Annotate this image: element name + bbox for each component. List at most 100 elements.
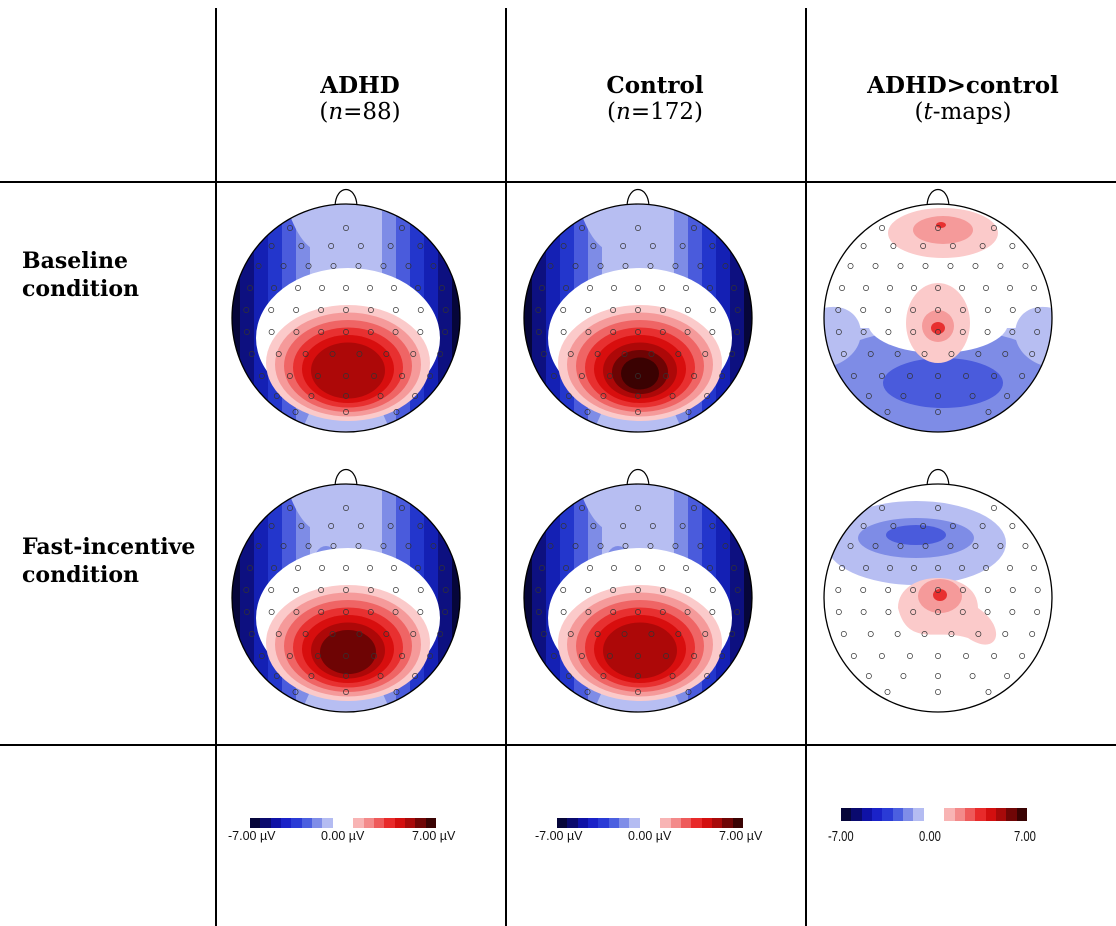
electrode-marker (268, 329, 275, 335)
electrode-marker (1031, 565, 1037, 571)
electrode-marker (975, 631, 982, 637)
electrode-marker (947, 543, 954, 549)
electrode-marker (907, 373, 913, 379)
electrode-marker (567, 631, 574, 637)
electrode-marker (935, 329, 941, 335)
electrode-marker (963, 373, 969, 379)
electrode-marker (439, 565, 445, 571)
electrode-marker (392, 587, 399, 593)
electrode-marker (872, 543, 879, 549)
electrode-marker (387, 523, 394, 529)
electrode-marker (659, 329, 666, 335)
electrode-marker (343, 609, 349, 615)
electrode-marker (647, 263, 654, 269)
electrode-marker (691, 373, 698, 379)
electrode-marker (890, 243, 897, 249)
grid-line-vertical-2 (505, 8, 507, 926)
electrode-marker (540, 631, 547, 637)
electrode-marker (635, 225, 641, 231)
electrode-marker (983, 565, 989, 571)
electrode-marker (1029, 351, 1036, 357)
electrode-marker (412, 393, 419, 399)
electrode-marker (1009, 307, 1016, 313)
electrode-marker (258, 653, 265, 659)
legend-max-label: 7.00 µV (719, 829, 763, 843)
electrode-marker (248, 631, 255, 637)
electrode-marker (635, 329, 641, 335)
electrode-marker (343, 307, 349, 313)
electrode-marker (315, 373, 321, 379)
electrode-marker (268, 523, 275, 529)
electrode-marker (1009, 243, 1016, 249)
electrode-marker (920, 243, 927, 249)
electrode-marker (663, 653, 669, 659)
electrode-marker (417, 243, 424, 249)
electrode-marker (885, 609, 892, 615)
electrode-marker (707, 285, 713, 291)
electrode-marker (610, 609, 617, 615)
electrode-marker (647, 543, 654, 549)
electrode-marker (357, 243, 364, 249)
electrode-marker (328, 523, 335, 529)
electrode-marker (343, 673, 349, 679)
electrode-marker (1022, 263, 1029, 269)
electrode-marker (734, 587, 741, 593)
legend-mid-label: 0.00 (919, 828, 941, 845)
electrode-marker (969, 393, 976, 399)
electrode-marker (707, 565, 713, 571)
electrode-marker (367, 285, 373, 291)
electrode-marker (935, 673, 941, 679)
electrode-marker (959, 307, 966, 313)
electrode-marker (560, 587, 567, 593)
electrode-marker (722, 263, 729, 269)
electrode-marker (427, 653, 434, 659)
electrode-marker (293, 329, 300, 335)
electrode-marker (935, 373, 941, 379)
electrode-marker (343, 329, 349, 335)
electrode-marker (579, 505, 585, 511)
electrode-marker (563, 285, 569, 291)
electrode-marker (959, 329, 966, 335)
electrode-marker (308, 393, 315, 399)
electrode-marker (415, 565, 421, 571)
electrode-marker (243, 307, 250, 313)
electrode-marker (860, 587, 867, 593)
electrode-grid (835, 505, 1041, 695)
column-title: ADHD>control (867, 72, 1059, 99)
electrode-marker (437, 351, 444, 357)
electrode-marker (579, 225, 585, 231)
electrode-marker (343, 373, 349, 379)
electrode-marker (560, 609, 567, 615)
electrode-marker (900, 393, 907, 399)
electrode-marker (991, 225, 997, 231)
electrode-marker (343, 565, 349, 571)
electrode-marker (709, 587, 716, 593)
electrode-marker (547, 263, 554, 269)
electrode-marker (879, 225, 885, 231)
electrode-marker (935, 505, 941, 511)
electrode-marker (286, 653, 293, 659)
legend-max-label: 7.00 µV (412, 829, 456, 843)
electrode-marker (255, 263, 262, 269)
electrode-marker (442, 587, 449, 593)
electrode-marker (907, 653, 913, 659)
electrode-marker (863, 285, 869, 291)
electrode-marker (410, 631, 417, 637)
electrode-marker (839, 565, 845, 571)
electrode-marker (268, 587, 275, 593)
electrode-marker (702, 631, 709, 637)
electrode-marker (835, 609, 842, 615)
electrode-marker (635, 505, 641, 511)
electrode-marker (860, 307, 867, 313)
electrode-marker (585, 609, 592, 615)
electrode-marker (729, 351, 736, 357)
row-label-baseline: Baseline condition (22, 248, 139, 302)
electrode-marker (610, 587, 617, 593)
electrode-marker (635, 285, 641, 291)
electrode-marker (659, 565, 665, 571)
head-outline (231, 483, 461, 713)
electrode-marker (275, 631, 282, 637)
electrode-marker (302, 351, 309, 357)
electrode-marker (417, 307, 424, 313)
electrode-marker (567, 351, 574, 357)
